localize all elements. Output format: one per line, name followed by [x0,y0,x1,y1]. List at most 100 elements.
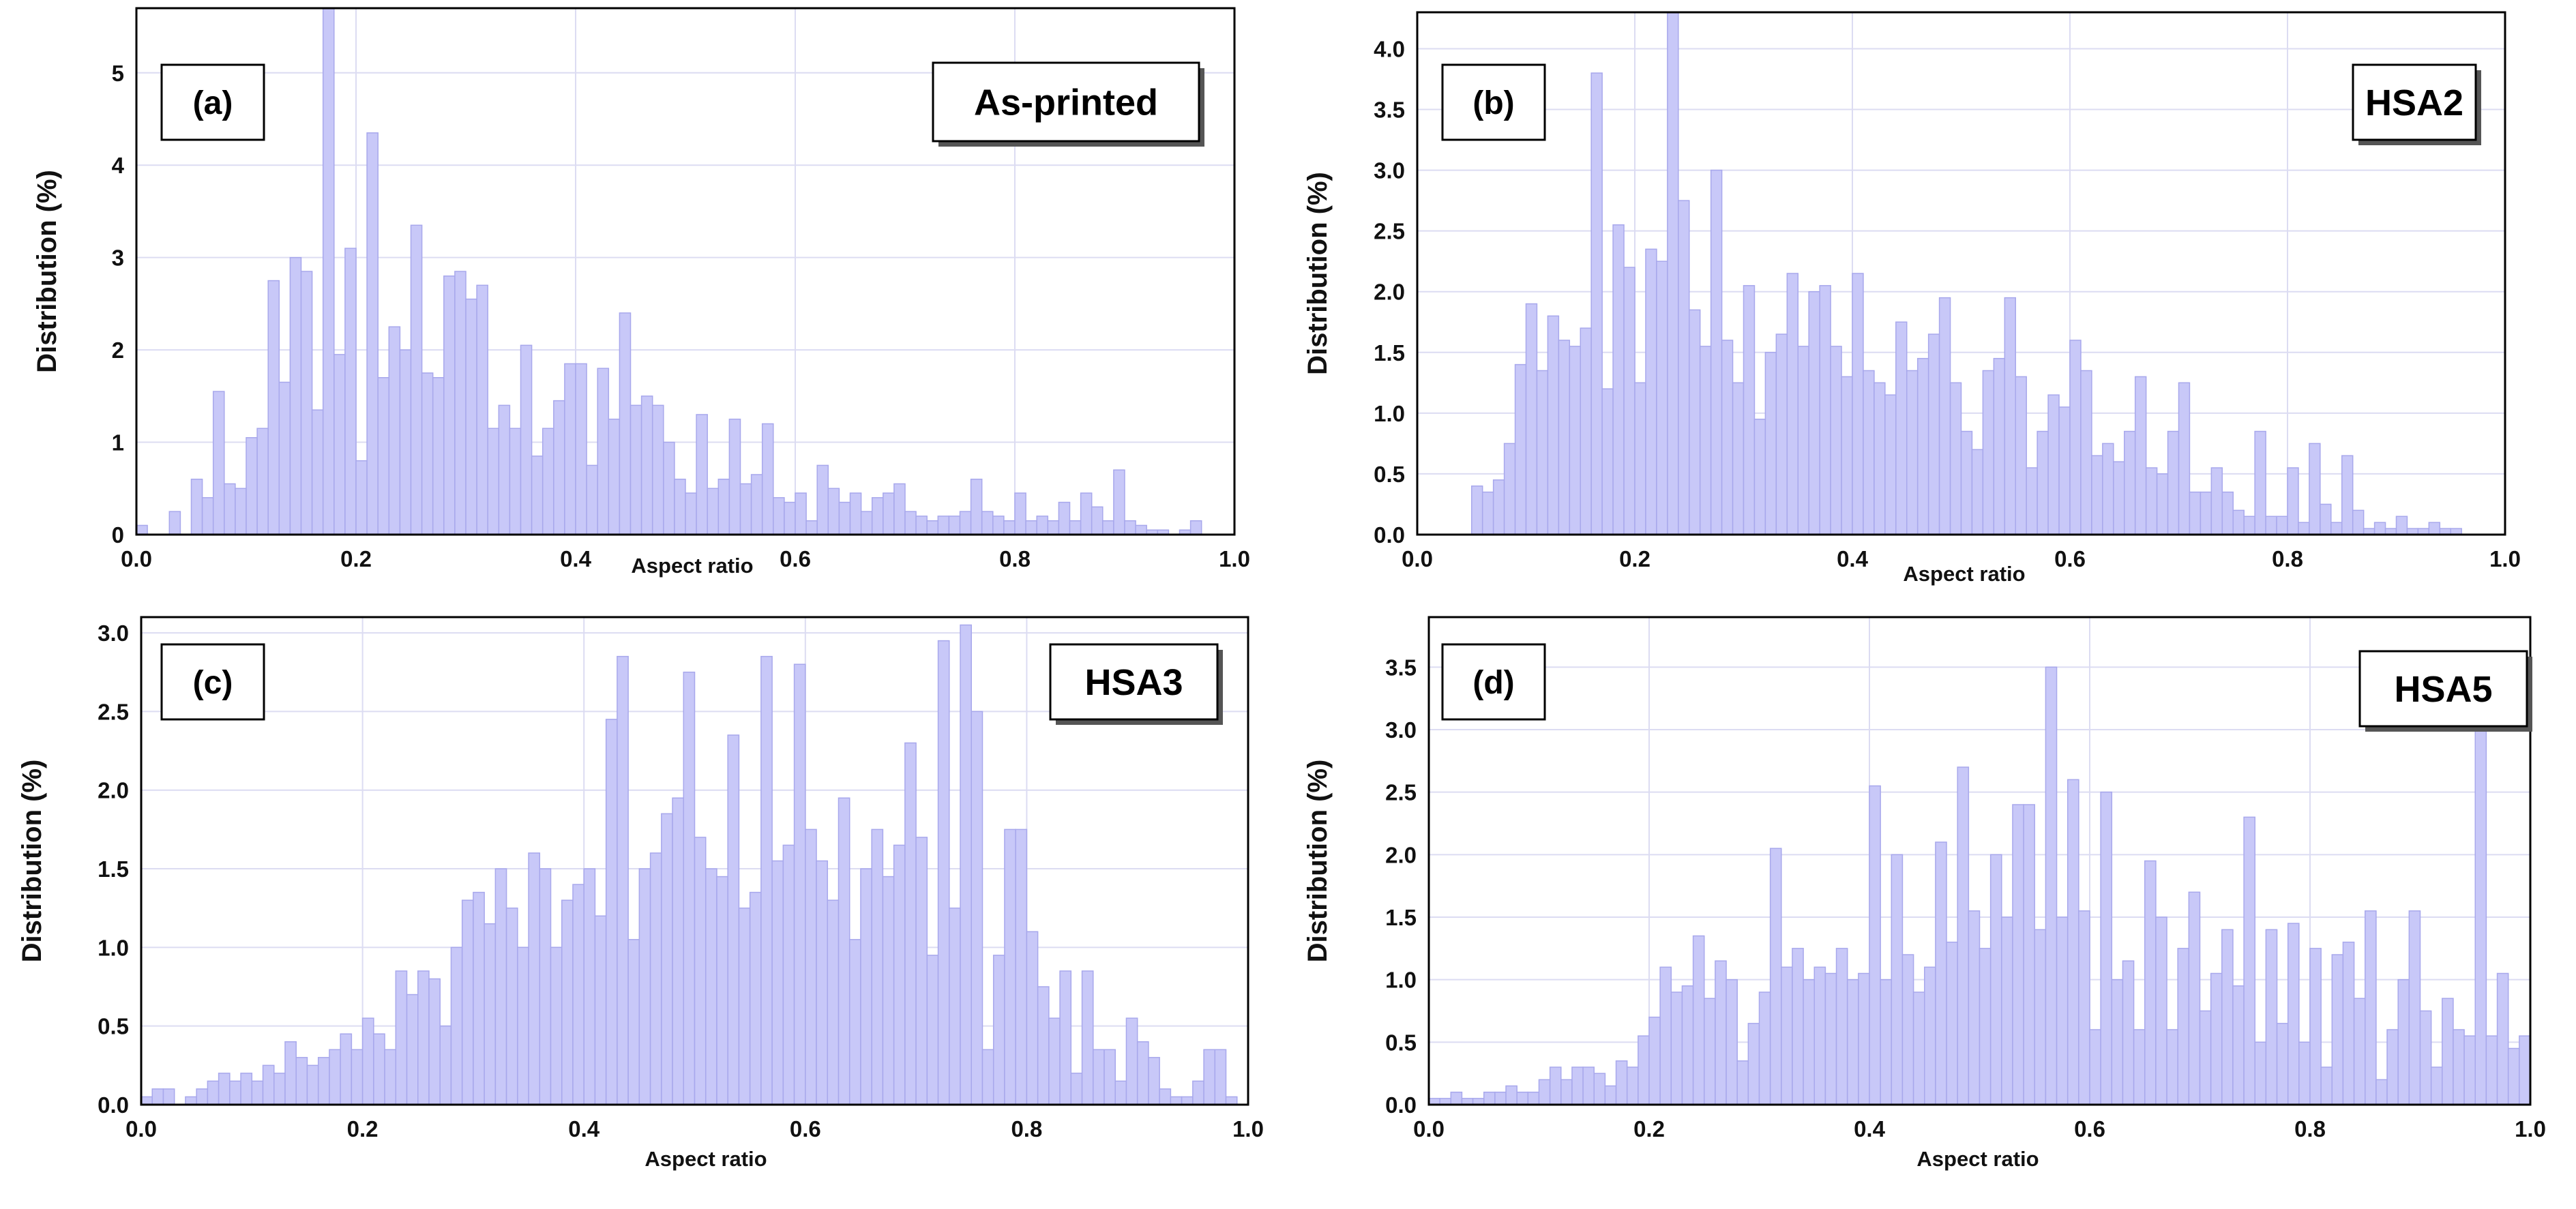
histogram-bar [201,497,214,535]
histogram-bar [583,868,596,1105]
histogram-bar [1786,273,1799,535]
histogram-bar [1069,520,1082,535]
sample-label: As-printed [974,83,1158,123]
histogram-bar [1979,948,1992,1105]
histogram-bar [256,428,269,535]
histogram-bar [2144,860,2157,1105]
histogram-bar [461,899,474,1105]
histogram-bar [2342,941,2355,1105]
x-tick-label: 1.0 [2515,1116,2546,1141]
sample-label-box [1049,643,1219,721]
panel-label: (b) [1472,85,1514,121]
x-tick-label: 0.6 [2054,546,2086,571]
histogram-bar [2353,998,2366,1105]
y-axis-label: Distribution (%) [1303,760,1333,963]
histogram-bar [883,492,895,535]
histogram-bar [605,719,618,1105]
histogram-bar [1667,12,1679,535]
sample-label: HSA3 [1084,662,1183,703]
histogram-bar [1858,972,1870,1105]
histogram-bar [1645,248,1657,535]
histogram-bar [971,711,983,1105]
histogram-bar [564,363,576,535]
histogram-bar [553,400,565,535]
histogram-bar [278,381,291,535]
histogram-bar [366,132,379,535]
histogram-bar [1514,363,1527,535]
histogram-bar [141,1096,153,1105]
histogram-bar [1214,1049,1227,1105]
histogram-bar [2320,1066,2333,1105]
histogram-bar [738,907,751,1105]
histogram-bar [1014,492,1026,535]
histogram-bar [539,868,552,1105]
bars [1471,12,2462,535]
histogram-bar [860,868,872,1105]
histogram-bar [1891,854,1904,1105]
histogram-bar [1781,966,1793,1105]
histogram-bar [284,1041,297,1105]
histogram-bar [1912,991,1925,1105]
histogram-bar [1835,948,1848,1105]
histogram-bar [2386,1029,2399,1105]
histogram-bar [2265,516,2277,535]
histogram-bar [2330,522,2343,535]
histogram-bar [640,395,653,535]
histogram-bar [517,946,529,1105]
histogram-bar [2254,430,2266,535]
histogram-bar [1025,520,1037,535]
sample-label-box [2352,63,2477,141]
histogram-bar [685,492,697,535]
histogram-bar [2298,522,2310,535]
histogram-bar [487,428,500,535]
histogram-bar [2408,910,2421,1105]
histogram-bar [2395,516,2408,535]
histogram-bar [771,860,784,1105]
x-tick-label: 0.8 [999,546,1031,571]
histogram-bar [627,939,640,1105]
histogram-bar [860,511,873,535]
histogram-bar [2189,491,2202,535]
histogram-bar [981,511,994,535]
x-tick-label: 1.0 [1232,1116,1264,1141]
y-tick-label: 0.5 [1385,1030,1417,1055]
histogram-bar [151,1088,164,1105]
y-tick-label: 4.0 [1374,36,1405,61]
sample-label-box [932,61,1200,143]
histogram-bar [1681,985,1694,1105]
histogram-bar [893,844,906,1105]
histogram-bar [1538,1079,1551,1105]
histogram-bar [926,955,939,1105]
histogram-bar [904,742,917,1105]
histogram-bar [1093,1049,1105,1105]
histogram-bar [696,414,708,535]
histogram-bar [2287,467,2299,535]
histogram-bar [2047,394,2060,535]
y-tick-label: 0.5 [98,1014,129,1039]
histogram-bar [410,224,423,535]
histogram-bar [2111,979,2124,1105]
panel-label: (c) [193,665,233,701]
panel-label-box [160,643,265,721]
histogram-bar [267,280,280,535]
panel-label: (a) [193,85,233,121]
histogram-bar [1813,966,1826,1105]
sample-label: HSA2 [2365,83,2463,123]
histogram-bar [1580,327,1592,535]
histogram-bar [749,891,762,1105]
histogram-bar [1582,1066,1595,1105]
histogram-bar [1571,1066,1584,1105]
histogram-bar [949,907,961,1105]
histogram-bar [1623,267,1635,535]
histogram-bar [317,1057,330,1105]
y-tick-label: 1.5 [1374,340,1405,365]
histogram-bar [251,1080,264,1105]
histogram-bar [334,354,346,535]
histogram-bar [948,516,961,535]
histogram-bar [384,1049,397,1105]
histogram-bar [351,1049,364,1105]
histogram-bar [619,312,632,535]
histogram-bar [2078,910,2090,1105]
x-tick-label: 0.8 [2272,546,2303,571]
